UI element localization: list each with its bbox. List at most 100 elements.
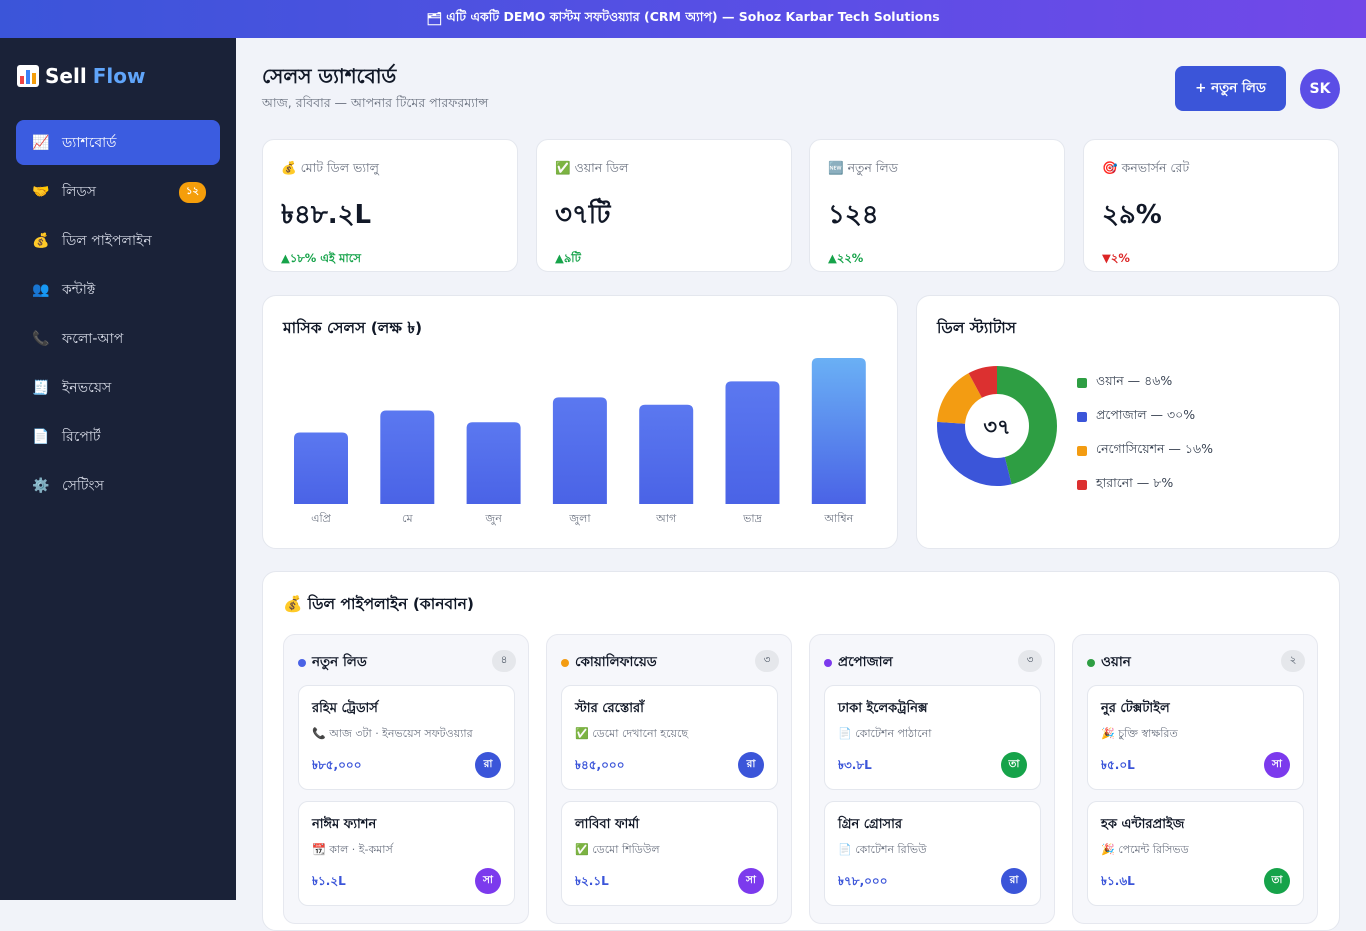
deal-owner-avatar[interactable]: তা — [1264, 868, 1290, 894]
kanban-column-title: প্রপোজাল — [838, 654, 893, 670]
legend-item: প্রপোজাল — ৩০% — [1077, 400, 1213, 434]
kanban-column-header: ওয়ান — [1087, 651, 1131, 674]
sidebar-item-0[interactable]: 📈 ড্যাশবোর্ড — [16, 120, 220, 165]
deal-card[interactable]: স্টার রেস্তোরাঁ ✅ ডেমো দেখানো হয়েছে ৳৪৫,০… — [561, 685, 778, 790]
kanban-column-count: ৩ — [755, 650, 779, 672]
deal-name: স্টার রেস্তোরাঁ — [575, 701, 644, 716]
donut-slice[interactable] — [937, 366, 1057, 486]
sidebar-item-2[interactable]: 💰 ডিল পাইপলাইন — [16, 218, 220, 263]
kanban-column: কোয়ালিফায়েড ৩ স্টার রেস্তোরাঁ ✅ ডেমো দেখা… — [546, 634, 792, 924]
legend-item: হারানো — ৮% — [1077, 468, 1213, 502]
deal-name: ঢাকা ইলেকট্রনিক্স — [838, 701, 928, 716]
x-tick-label: আশ্বিন — [823, 512, 853, 525]
deal-owner-avatar[interactable]: রা — [738, 752, 764, 778]
deal-card[interactable]: হক এন্টারপ্রাইজ 🎉 পেমেন্ট রিসিভড ৳১.৬L তা — [1087, 801, 1304, 906]
page-subtitle: আজ, রবিবার — আপনার টিমের পারফরম্যান্স — [262, 95, 489, 110]
bar[interactable] — [811, 358, 866, 504]
new-lead-button[interactable]: + নতুন লিড — [1175, 66, 1286, 111]
deal-amount: ৳৩.৮L — [838, 758, 872, 772]
stat-label: ✅ ওয়ান ডিল — [555, 160, 773, 180]
column-dot-icon — [561, 658, 569, 667]
deal-note: 📞 আজ ৩টা · ইনভয়েস সফটওয়্যার — [312, 727, 473, 740]
stat-label-text: মোট ডিল ভ্যালু — [300, 160, 379, 175]
deal-card[interactable]: ঢাকা ইলেকট্রনিক্স 📄 কোটেশন পাঠানো ৳৩.৮L তা — [824, 685, 1041, 790]
bar[interactable] — [466, 422, 521, 504]
bar[interactable] — [294, 432, 348, 504]
sidebar-item-1[interactable]: 🤝 লিডস ১২ — [16, 169, 220, 214]
kanban-card: 💰 ডিল পাইপলাইন (কানবান) নতুন লিড ৪ রহিম ট্… — [262, 571, 1340, 931]
stat-card: 💰 মোট ডিল ভ্যালু ৳৪৮.২L ▲১৮% এই মাসে — [262, 139, 518, 272]
sidebar-item-icon: 📄 — [32, 428, 50, 445]
deal-owner-avatar[interactable]: রা — [475, 752, 501, 778]
column-dot-icon — [1087, 658, 1095, 667]
bar[interactable] — [725, 381, 780, 504]
deal-owner-avatar[interactable]: রা — [1001, 868, 1027, 894]
stat-card: 🎯 কনভার্সন রেট ২৯% ▼২% — [1083, 139, 1339, 272]
deal-amount: ৳১.২L — [312, 874, 346, 888]
sidebar-item-4[interactable]: 📞 ফলো-আপ — [16, 316, 220, 361]
kanban-column: ওয়ান ২ নুর টেক্সটাইল 🎉 চুক্তি স্বাক্ষরিত ৳৫… — [1072, 634, 1318, 924]
sidebar-item-label: সেটিংস — [62, 477, 104, 494]
sidebar-nav: 📈 ড্যাশবোর্ড 🤝 লিডস ১২ 💰 ডিল পাইপলাইন 👥 কন্টাক্ট… — [16, 120, 220, 512]
x-tick-label: আগ — [655, 512, 677, 525]
sidebar-item-label: ফলো-আপ — [62, 330, 124, 347]
deal-name: হক এন্টারপ্রাইজ — [1101, 817, 1185, 832]
sidebar-item-7[interactable]: ⚙️ সেটিংস — [16, 463, 220, 508]
stat-label: 💰 মোট ডিল ভ্যালু — [281, 160, 499, 180]
x-tick-label: ভাদ্র — [742, 512, 762, 525]
deal-card[interactable]: নাঈম ফ্যাশন 📆 কাল · ই-কমার্স ৳১.২L সা — [298, 801, 515, 906]
deal-card[interactable]: রহিম ট্রেডার্স 📞 আজ ৩টা · ইনভয়েস সফটওয়্… — [298, 685, 515, 790]
kanban-column-count: ৪ — [492, 650, 516, 672]
sidebar-item-5[interactable]: 🧾 ইনভয়েস — [16, 365, 220, 410]
sidebar-item-6[interactable]: 📄 রিপোর্ট — [16, 414, 220, 459]
deal-status-card: ডিল স্ট্যাটাস ৩৭ ওয়ান — ৪৬% প্রপোজাল — ৩… — [916, 295, 1340, 549]
deal-name: গ্রিন গ্রোসার — [838, 817, 903, 832]
legend-label: ওয়ান — ৪৬% — [1096, 373, 1173, 388]
deal-owner-avatar[interactable]: সা — [475, 868, 501, 894]
sidebar-item-3[interactable]: 👥 কন্টাক্ট — [16, 267, 220, 312]
deal-amount: ৳১.৬L — [1101, 874, 1135, 888]
bar[interactable] — [639, 404, 694, 504]
folder-icon: 🗂 — [426, 11, 443, 26]
demo-banner-text: এটি একটি DEMO কাস্টম সফটওয়্যার (CRM অ্য… — [446, 9, 940, 24]
deal-card[interactable]: লাবিবা ফার্মা ✅ ডেমো শিডিউল ৳২.১L সা — [561, 801, 778, 906]
column-dot-icon — [824, 658, 832, 667]
sidebar-item-label: রিপোর্ট — [62, 428, 101, 445]
deal-owner-avatar[interactable]: সা — [738, 868, 764, 894]
sidebar-item-icon: 👥 — [32, 281, 50, 298]
monthly-sales-title: মাসিক সেলস (লক্ষ ৳) — [283, 319, 423, 337]
stat-value: ৳৪৮.২L — [281, 200, 372, 230]
deal-amount: ৳৪৫,০০০ — [575, 758, 625, 772]
deal-name: লাবিবা ফার্মা — [575, 817, 640, 832]
stat-delta: ▲২২% — [828, 251, 864, 265]
stat-delta: ▲৯টি — [555, 251, 581, 265]
stat-icon: 🎯 — [1102, 160, 1118, 175]
sidebar-item-icon: 📞 — [32, 330, 50, 347]
brand-logo[interactable]: Sell Flow — [17, 64, 145, 88]
deal-owner-avatar[interactable]: তা — [1001, 752, 1027, 778]
deal-status-title: ডিল স্ট্যাটাস — [937, 319, 1017, 337]
x-tick-label: মে — [402, 512, 413, 525]
deal-owner-avatar[interactable]: সা — [1264, 752, 1290, 778]
deal-card[interactable]: নুর টেক্সটাইল 🎉 চুক্তি স্বাক্ষরিত ৳৫.০L সা — [1087, 685, 1304, 790]
main-content: সেলস ড্যাশবোর্ড আজ, রবিবার — আপনার টিমের… — [236, 38, 1366, 931]
kanban-column: প্রপোজাল ৩ ঢাকা ইলেকট্রনিক্স 📄 কোটেশন পাঠান… — [809, 634, 1055, 924]
stat-delta: ▼২% — [1102, 251, 1130, 265]
user-avatar[interactable]: SK — [1300, 69, 1340, 109]
page-title: সেলস ড্যাশবোর্ড — [262, 64, 397, 88]
x-tick-label: জুন — [484, 512, 502, 525]
bar[interactable] — [552, 397, 607, 504]
stat-value: ২৯% — [1102, 200, 1162, 230]
deal-card[interactable]: গ্রিন গ্রোসার 📄 কোটেশন রিভিউ ৳৭৮,০০০ রা — [824, 801, 1041, 906]
legend-item: নেগোসিয়েশন — ১৬% — [1077, 434, 1213, 468]
deal-note: 🎉 পেমেন্ট রিসিভড — [1101, 843, 1189, 856]
demo-banner: 🗂 এটি একটি DEMO কাস্টম সফটওয়্যার (CRM অ… — [0, 0, 1366, 38]
stat-label-text: ওয়ান ডিল — [574, 160, 629, 175]
stat-card: ✅ ওয়ান ডিল ৩৭টি ▲৯টি — [536, 139, 792, 272]
bar[interactable] — [380, 410, 435, 504]
sidebar: Sell Flow 📈 ড্যাশবোর্ড 🤝 লিডস ১২ 💰 ডিল পাইপলাই… — [0, 38, 236, 900]
legend-swatch — [1077, 446, 1087, 456]
donut-slice[interactable] — [937, 366, 1057, 486]
monthly-sales-chart: এপ্রি মে জুন জুলা আগ ভাদ্র আশ্বিন — [294, 358, 866, 525]
sidebar-item-label: ডিল পাইপলাইন — [62, 232, 152, 249]
